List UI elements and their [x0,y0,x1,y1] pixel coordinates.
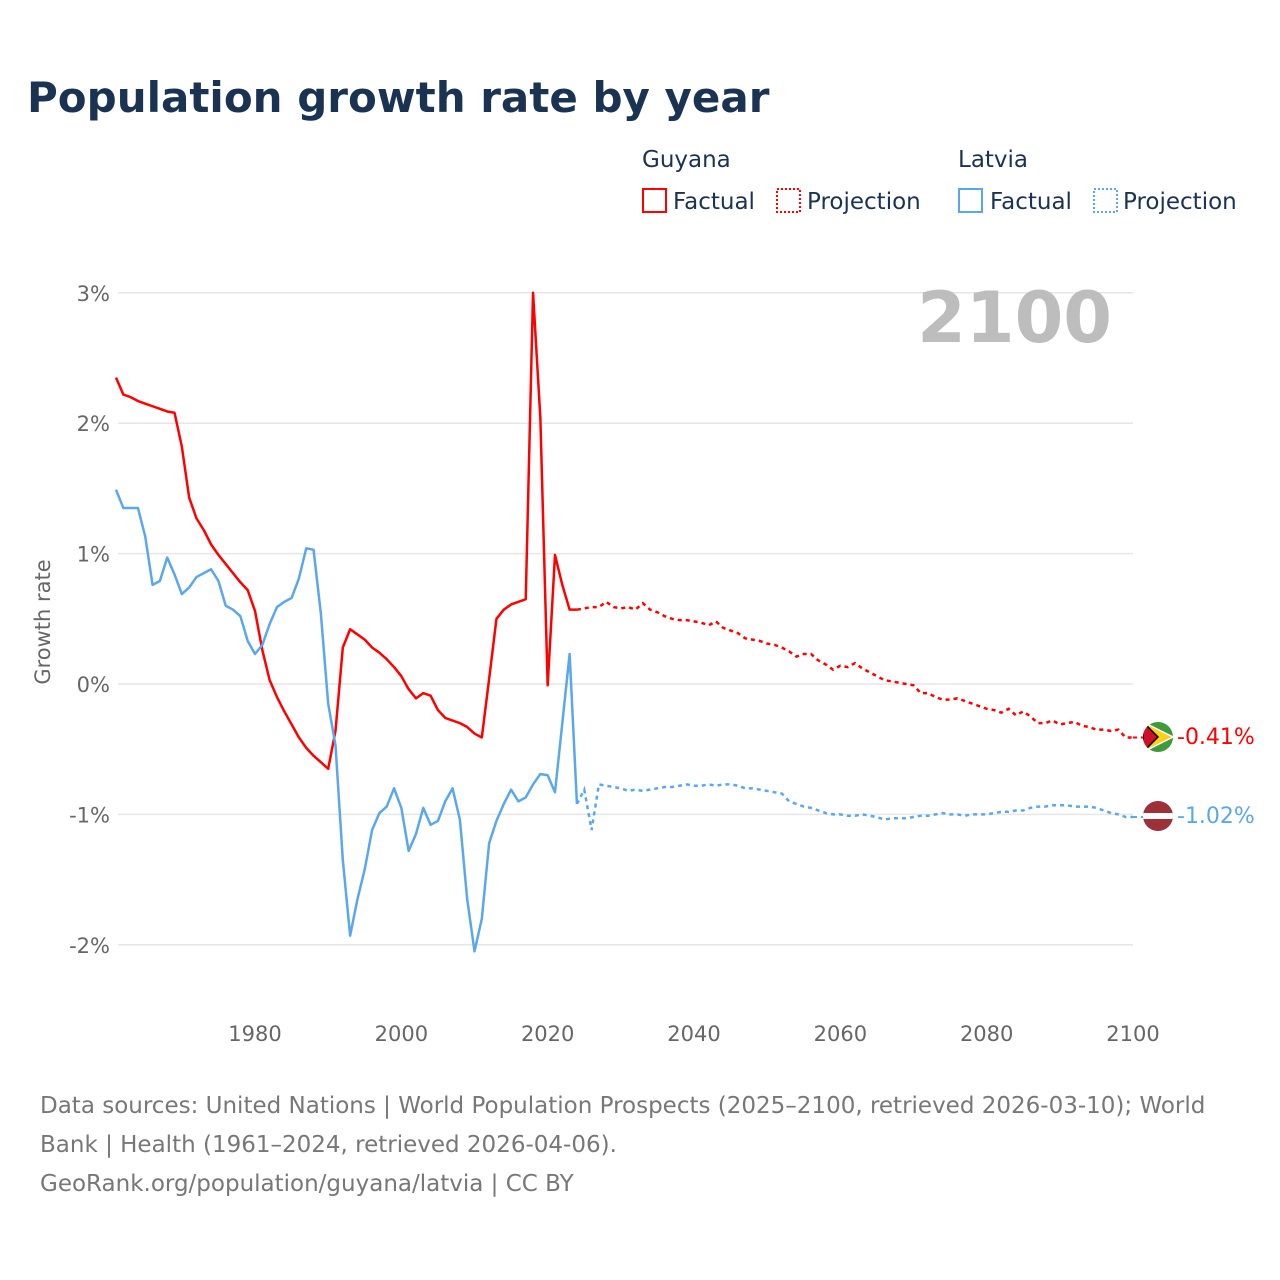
latvia-factual-line [114,489,579,953]
legend-swatch-guyana-projection [776,188,801,213]
y-axis-label: Growth rate [31,559,55,684]
legend-label-latvia-factual: Factual [990,189,1072,215]
y-tick-label: 0% [77,673,110,697]
legend-swatch-latvia-factual [958,188,983,213]
guyana-projection-line [576,600,1133,739]
legend-label-guyana-factual: Factual [673,189,755,215]
series-lines [114,291,1143,953]
legend-group-guyana: Guyana [642,147,731,173]
latvia-end-label: -1.02% [1177,804,1255,829]
gridlines [118,292,1133,946]
latvia-projection-line [575,782,1133,831]
footer-sources-line1: Data sources: United Nations | World Pop… [40,1093,1205,1119]
y-tick-label: -2% [69,934,110,958]
guyana-factual-line [114,291,577,771]
latvia-flag-icon [1143,801,1173,831]
footer-sources-line2: Bank | Health (1961–2024, retrieved 2026… [40,1132,617,1158]
guyana-end-label: -0.41% [1177,725,1255,750]
y-axis-ticks: 3% 2% 1% 0% -1% -2% [69,282,110,958]
x-tick-label: 2020 [521,1022,574,1046]
x-tick-label: 2080 [960,1022,1013,1046]
x-tick-label: 2040 [667,1022,720,1046]
x-tick-label: 1980 [228,1022,281,1046]
chart-title: Population growth rate by year [27,73,770,122]
legend-label-latvia-projection: Projection [1123,189,1237,215]
x-tick-label: 2000 [375,1022,428,1046]
legend-label-guyana-projection: Projection [807,189,921,215]
legend-group-latvia: Latvia [958,147,1028,173]
y-tick-label: 3% [77,282,110,306]
guyana-flag-icon [1143,722,1173,752]
y-tick-label: 2% [77,412,110,436]
y-tick-label: -1% [69,803,110,827]
footer-attribution-link[interactable]: GeoRank.org/population/guyana/latvia | C… [40,1171,575,1197]
x-tick-label: 2100 [1106,1022,1159,1046]
legend-swatch-guyana-factual [642,188,667,213]
legend-swatch-latvia-projection [1093,188,1118,213]
x-tick-label: 2060 [814,1022,867,1046]
current-year-label: 2100 [917,277,1112,359]
legend: Guyana Factual Projection Latvia Factual… [642,147,1237,215]
y-tick-label: 1% [77,543,110,567]
x-axis-ticks: 1980 2000 2020 2040 2060 2080 2100 [228,1022,1159,1046]
